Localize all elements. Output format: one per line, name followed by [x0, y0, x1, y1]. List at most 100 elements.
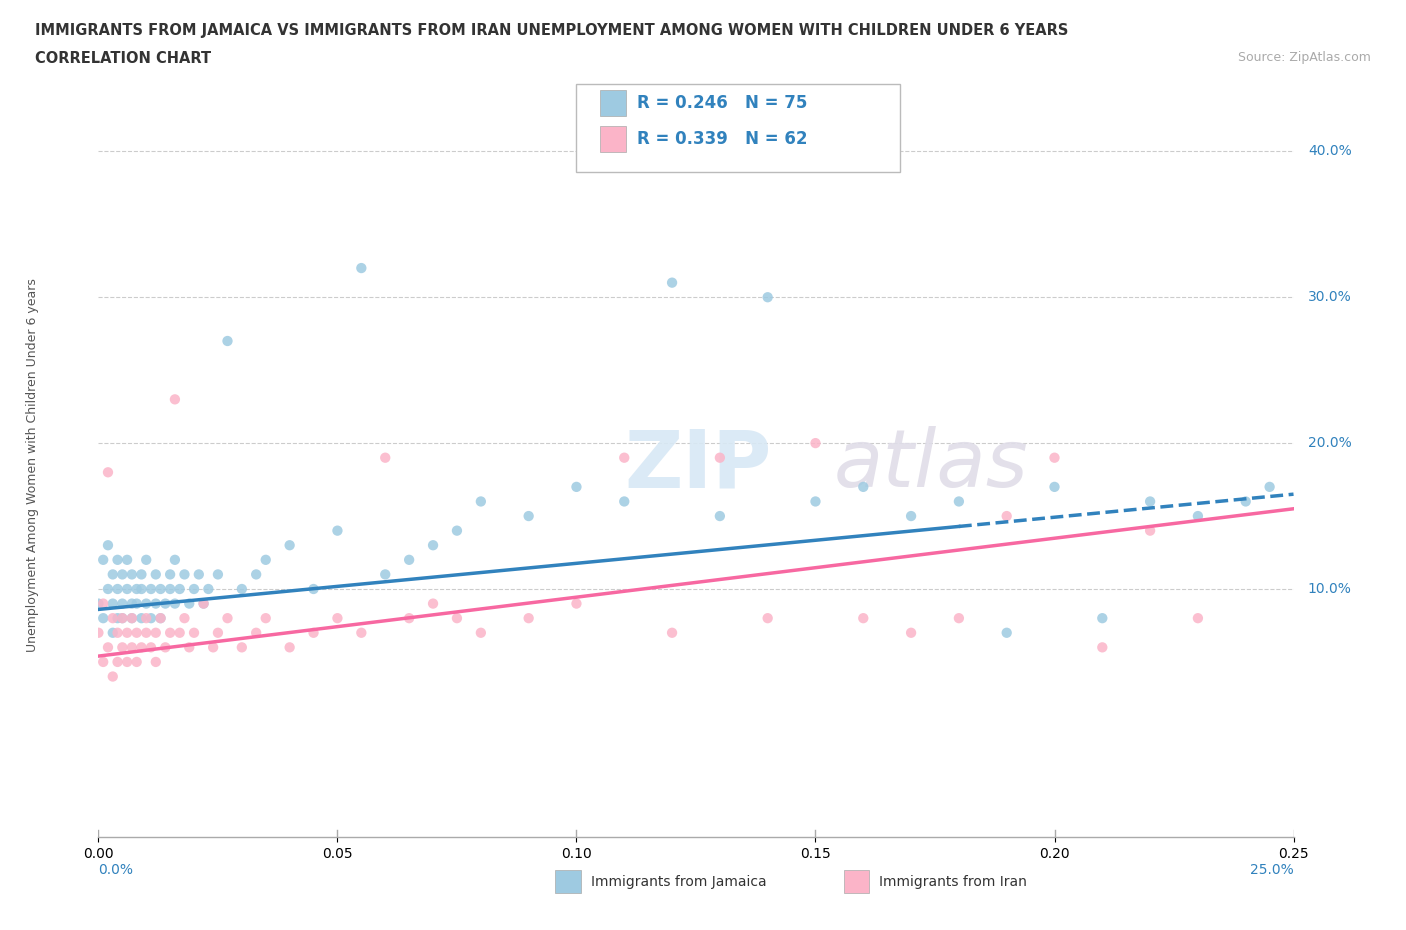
Point — [756, 290, 779, 305]
Point — [125, 596, 148, 611]
Point — [135, 625, 157, 640]
Point — [661, 625, 683, 640]
Point — [613, 494, 636, 509]
Point — [995, 509, 1018, 524]
Point — [125, 581, 148, 596]
Point — [217, 334, 239, 349]
Point — [135, 552, 157, 567]
Point — [193, 596, 215, 611]
Point — [107, 655, 129, 670]
Point — [207, 625, 229, 640]
Point — [115, 552, 138, 567]
Point — [1258, 480, 1281, 495]
Point — [149, 581, 172, 596]
Point — [756, 611, 779, 626]
Point — [1187, 611, 1209, 626]
Point — [446, 524, 468, 538]
Point — [470, 625, 492, 640]
Point — [613, 450, 636, 465]
Point — [121, 567, 143, 582]
Point — [422, 538, 444, 552]
Point — [97, 465, 120, 480]
Point — [121, 596, 143, 611]
Point — [1091, 611, 1114, 626]
Point — [97, 640, 120, 655]
Point — [159, 625, 181, 640]
Point — [183, 581, 205, 596]
Point — [131, 611, 153, 626]
Text: Immigrants from Jamaica: Immigrants from Jamaica — [591, 874, 766, 889]
Point — [302, 625, 325, 640]
Point — [245, 625, 267, 640]
Text: R = 0.339   N = 62: R = 0.339 N = 62 — [637, 129, 807, 148]
Point — [374, 450, 396, 465]
Point — [900, 625, 922, 640]
Point — [517, 611, 540, 626]
Point — [187, 567, 209, 582]
Point — [374, 567, 396, 582]
Text: 10.0%: 10.0% — [1308, 582, 1351, 596]
Point — [139, 640, 162, 655]
Point — [145, 625, 167, 640]
Text: Immigrants from Iran: Immigrants from Iran — [879, 874, 1026, 889]
Point — [1043, 480, 1066, 495]
Point — [111, 611, 134, 626]
Point — [398, 611, 420, 626]
Point — [91, 655, 114, 670]
Point — [245, 567, 267, 582]
Point — [852, 611, 875, 626]
Point — [900, 509, 922, 524]
Point — [101, 611, 124, 626]
Point — [107, 552, 129, 567]
Point — [179, 596, 201, 611]
Point — [197, 581, 219, 596]
Point — [135, 611, 157, 626]
Point — [446, 611, 468, 626]
Point — [125, 625, 148, 640]
Point — [87, 596, 110, 611]
Point — [97, 538, 120, 552]
Text: atlas: atlas — [834, 426, 1028, 504]
Point — [149, 611, 172, 626]
Point — [278, 538, 301, 552]
Point — [139, 581, 162, 596]
Point — [173, 567, 195, 582]
Point — [163, 596, 186, 611]
Point — [169, 581, 191, 596]
Point — [326, 611, 349, 626]
Point — [155, 596, 177, 611]
Point — [517, 509, 540, 524]
Point — [111, 640, 134, 655]
Point — [121, 611, 143, 626]
Point — [804, 494, 827, 509]
Point — [278, 640, 301, 655]
Text: 0.0%: 0.0% — [98, 863, 134, 877]
Text: ZIP: ZIP — [624, 426, 772, 504]
Point — [709, 450, 731, 465]
Point — [101, 596, 124, 611]
Point — [1043, 450, 1066, 465]
Point — [661, 275, 683, 290]
Point — [1234, 494, 1257, 509]
Text: Unemployment Among Women with Children Under 6 years: Unemployment Among Women with Children U… — [27, 278, 39, 652]
Point — [101, 625, 124, 640]
Point — [107, 611, 129, 626]
Point — [470, 494, 492, 509]
Point — [91, 596, 114, 611]
Point — [948, 611, 970, 626]
Point — [1091, 640, 1114, 655]
Point — [131, 581, 153, 596]
Point — [111, 596, 134, 611]
Point — [254, 611, 277, 626]
Point — [159, 567, 181, 582]
Text: CORRELATION CHART: CORRELATION CHART — [35, 51, 211, 66]
Point — [145, 655, 167, 670]
Point — [709, 509, 731, 524]
Point — [87, 625, 110, 640]
Point — [207, 567, 229, 582]
Point — [159, 581, 181, 596]
Point — [231, 640, 253, 655]
Point — [565, 480, 588, 495]
Point — [139, 611, 162, 626]
Point — [101, 669, 124, 684]
